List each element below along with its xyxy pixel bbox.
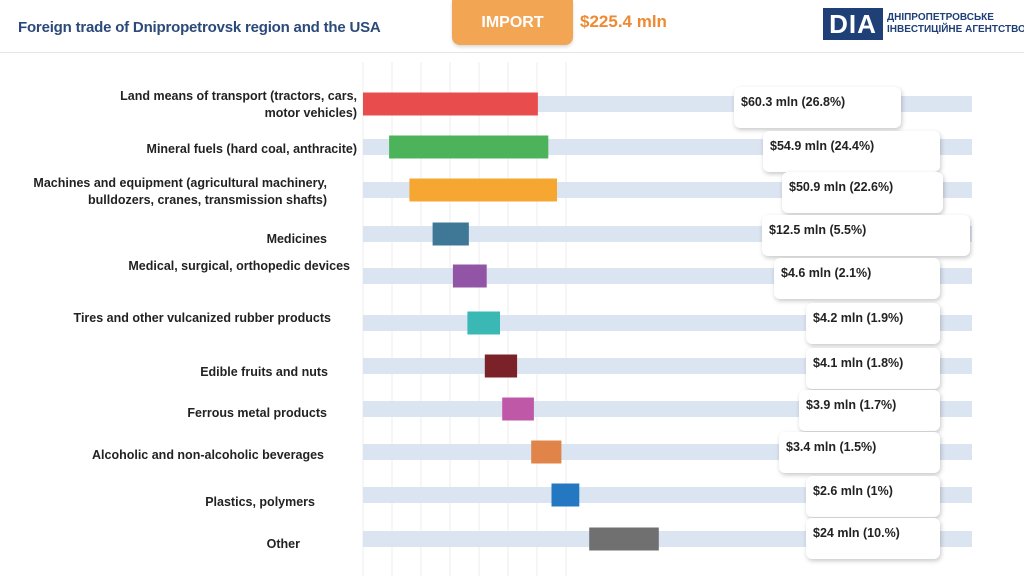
logo-line-1: ДНІПРОПЕТРОВСЬКЕ [887, 12, 994, 23]
bar-7 [484, 354, 518, 378]
header-divider [0, 52, 1024, 53]
category-label: Tires and other vulcanized rubber produc… [73, 311, 331, 325]
value-label: $54.9 mln (24.4%) [763, 131, 940, 172]
import-tab[interactable]: IMPORT [452, 0, 573, 45]
value-label: $3.4 mln (1.5%) [779, 432, 940, 473]
category-label: Land means of transport (tractors, cars,… [120, 89, 357, 120]
value-label: $4.6 mln (2.1%) [774, 258, 940, 299]
bar-9 [531, 440, 562, 464]
value-label: $2.6 mln (1%) [806, 476, 940, 517]
logo-line-2: ІНВЕСТИЦІЙНЕ АГЕНТСТВО [887, 24, 1024, 35]
bar-4 [432, 222, 469, 246]
bar-3 [409, 178, 558, 202]
logo-text: ДНІПРОПЕТРОВСЬКЕ ІНВЕСТИЦІЙНЕ АГЕНТСТВО [887, 12, 1024, 36]
logo-mark: DIA [823, 8, 883, 40]
bar-2 [389, 135, 549, 159]
category-label: Alcoholic and non-alcoholic beverages [92, 448, 324, 462]
category-label: Ferrous metal products [187, 406, 327, 420]
page-title: Foreign trade of Dnipropetrovsk region a… [18, 19, 381, 36]
category-label: Mineral fuels (hard coal, anthracite) [146, 142, 357, 156]
dia-logo: DIA ДНІПРОПЕТРОВСЬКЕ ІНВЕСТИЦІЙНЕ АГЕНТС… [823, 8, 1024, 42]
value-label: $12.5 mln (5.5%) [762, 215, 970, 256]
bar-6 [467, 311, 500, 335]
value-label: $50.9 mln (22.6%) [782, 172, 943, 213]
category-label: Machines and equipment (agricultural mac… [33, 176, 327, 207]
bar-11 [589, 527, 659, 551]
bar-5 [452, 264, 487, 288]
category-label: Plastics, polymers [205, 495, 315, 509]
category-label: Medical, surgical, orthopedic devices [128, 259, 350, 273]
value-label: $24 mln (10.%) [806, 518, 940, 559]
value-label: $3.9 mln (1.7%) [799, 390, 940, 431]
category-label: Other [266, 537, 300, 551]
bar-8 [502, 397, 534, 421]
import-total: $225.4 mln [580, 12, 667, 31]
category-label: Edible fruits and nuts [200, 365, 328, 379]
value-label: $4.2 mln (1.9%) [806, 303, 940, 344]
value-label: $60.3 mln (26.8%) [734, 87, 901, 128]
bar-10 [551, 483, 580, 507]
bar-1 [363, 92, 538, 116]
value-label: $4.1 mln (1.8%) [806, 348, 940, 389]
category-label: Medicines [266, 232, 327, 246]
